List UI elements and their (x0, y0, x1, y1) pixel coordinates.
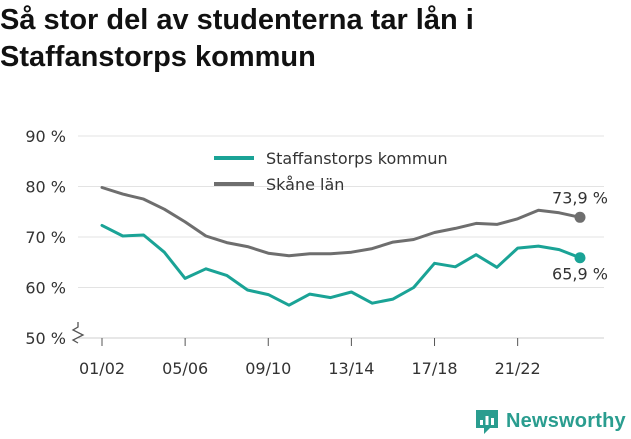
legend: Staffanstorps kommun Skåne län (214, 149, 448, 194)
y-tick-label: 90 % (25, 127, 66, 146)
legend-label: Staffanstorps kommun (266, 149, 448, 168)
axes: 50 % 60 % 70 % 80 % 90 % 01/02 05/06 09/10 13/14… (25, 127, 604, 378)
y-tick-label: 70 % (25, 228, 66, 247)
axis-break-icon (71, 322, 85, 344)
y-tick-label: 50 % (25, 329, 66, 348)
x-tick-label: 01/02 (79, 359, 125, 378)
x-tick-label: 05/06 (162, 359, 208, 378)
end-point-marker (574, 211, 586, 223)
end-point-marker (574, 252, 586, 264)
x-tick-label: 09/10 (245, 359, 291, 378)
series-line (100, 186, 582, 258)
brand-name: Newsworthy (506, 409, 626, 432)
y-tick-label: 80 % (25, 178, 66, 197)
series-line (100, 223, 582, 307)
legend-label: Skåne län (266, 175, 344, 194)
end-value-label: 73,9 % (552, 188, 608, 207)
newsworthy-logo: Newsworthy (474, 404, 626, 438)
series-lines (100, 186, 586, 307)
x-tick-label: 13/14 (328, 359, 374, 378)
bar-chart-icon (476, 410, 498, 434)
chart-title: Så stor del av studenterna tar lån i Sta… (0, 4, 474, 73)
x-tick-label: 21/22 (495, 359, 541, 378)
end-value-label: 65,9 % (552, 265, 608, 284)
y-tick-label: 60 % (25, 279, 66, 298)
grid-lines (78, 135, 604, 288)
x-tick-label: 17/18 (411, 359, 457, 378)
data-labels: 65,9 % 73,9 % (552, 188, 608, 283)
